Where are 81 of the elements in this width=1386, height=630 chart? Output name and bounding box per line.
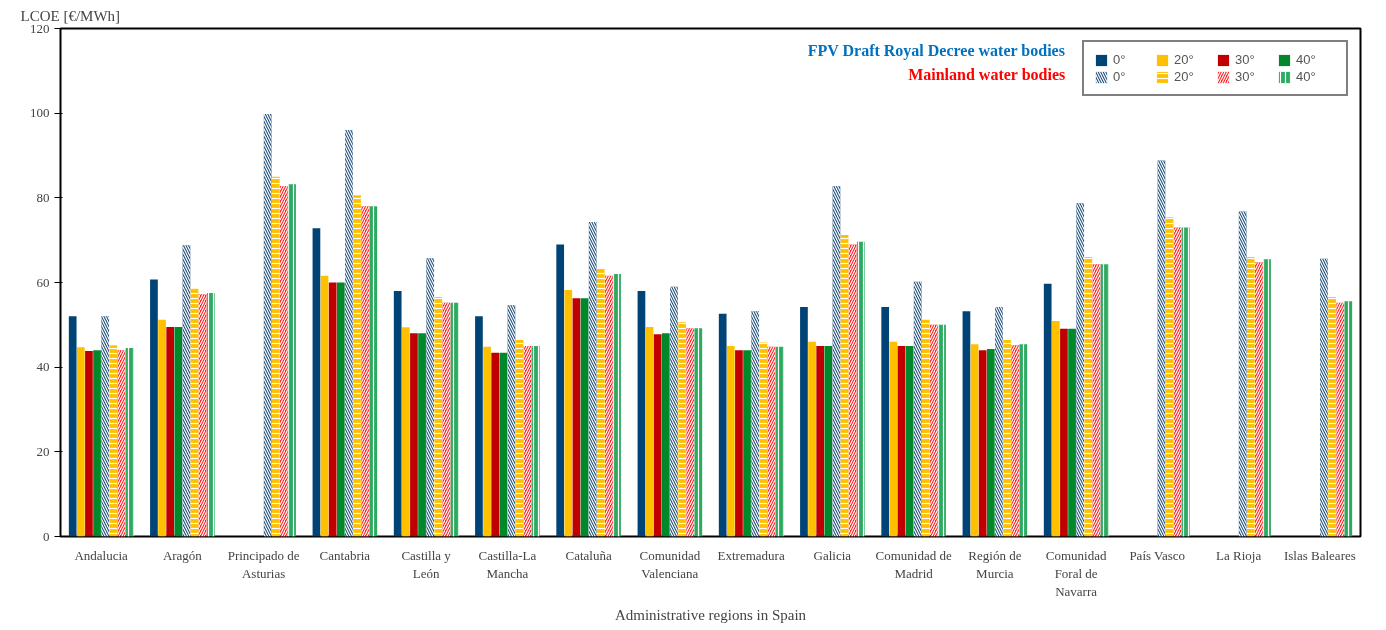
bar xyxy=(1060,328,1068,537)
bar xyxy=(661,333,670,537)
bar xyxy=(320,275,329,537)
bar xyxy=(93,350,101,537)
bar xyxy=(418,333,426,537)
legend-label: 0° xyxy=(1113,52,1127,67)
bar xyxy=(653,334,662,537)
bar xyxy=(401,327,410,537)
bar xyxy=(166,326,175,537)
legend-label: 0° xyxy=(1113,69,1127,84)
legend-label: 40° xyxy=(1296,69,1317,84)
bar xyxy=(1051,321,1060,537)
bar xyxy=(800,307,808,537)
bar xyxy=(1043,283,1052,537)
bar xyxy=(312,228,321,537)
bar xyxy=(962,311,971,537)
annotation: Mainland water bodies xyxy=(908,65,1066,83)
legend-label: 40° xyxy=(1296,52,1317,67)
x-tick-label: Castilla y León xyxy=(401,547,452,581)
x-tick-label: Andalucia xyxy=(74,547,129,563)
bar xyxy=(816,346,825,537)
bar xyxy=(718,313,727,537)
annotation: FPV Draft Royal Decree water bodies xyxy=(807,41,1065,60)
bar xyxy=(572,298,581,537)
legend-label: 20° xyxy=(1174,52,1195,67)
bar xyxy=(328,282,337,537)
bar xyxy=(491,352,500,537)
bar xyxy=(743,350,751,537)
x-tick-label: Principado de Asturias xyxy=(227,547,300,581)
bar xyxy=(499,352,508,537)
bar xyxy=(645,326,654,537)
bar xyxy=(986,348,995,537)
x-tick-label: Comunidad Foral de Navarra xyxy=(1045,547,1107,599)
y-tick-label: 20 xyxy=(36,443,50,459)
x-tick-label: Galicia xyxy=(813,547,852,563)
bar xyxy=(475,316,483,537)
legend-label: 30° xyxy=(1235,69,1256,84)
bar xyxy=(410,333,418,537)
bar xyxy=(808,341,816,537)
y-tick-label: 80 xyxy=(36,189,50,205)
bar xyxy=(393,290,402,537)
x-tick-label: Comunidad Valenciana xyxy=(639,547,701,581)
y-tick-label: 40 xyxy=(36,359,50,375)
bar xyxy=(85,351,93,537)
bar xyxy=(637,290,646,537)
bar xyxy=(1068,328,1076,537)
bar xyxy=(881,307,890,537)
bar xyxy=(970,344,979,537)
bar xyxy=(726,346,735,537)
x-tick-label: Cantabria xyxy=(319,547,371,563)
x-tick-label: País Vasco xyxy=(1129,547,1186,563)
x-tick-label: Cataluña xyxy=(565,547,612,563)
bar xyxy=(556,244,565,537)
y-tick-label: 100 xyxy=(30,105,50,121)
bar xyxy=(76,347,85,537)
bar xyxy=(564,290,573,537)
x-tick-label: Extremadura xyxy=(717,547,785,563)
x-tick-label: Islas Baleares xyxy=(1283,547,1356,563)
bar xyxy=(580,298,589,537)
x-tick-label: Castilla-La Mancha xyxy=(478,547,537,581)
x-tick-label: La Rioja xyxy=(1216,547,1262,563)
x-axis-title: Administrative regions in Spain xyxy=(614,606,807,623)
bar xyxy=(150,279,158,537)
bar xyxy=(483,346,491,537)
y-tick-label: 0 xyxy=(43,528,50,544)
bar xyxy=(905,346,914,537)
bar xyxy=(824,346,833,537)
bar xyxy=(889,341,898,537)
bar xyxy=(174,326,183,537)
bar xyxy=(158,319,166,537)
x-tick-label: Aragón xyxy=(162,547,203,563)
x-tick-label: Comunidad de Madrid xyxy=(875,547,952,581)
legend-label: 30° xyxy=(1235,52,1256,67)
bar xyxy=(336,282,345,537)
x-tick-label: Región de Murcia xyxy=(968,547,1022,581)
bar xyxy=(897,346,906,537)
y-tick-label: 60 xyxy=(36,274,50,290)
legend-label: 20° xyxy=(1174,69,1195,84)
bar xyxy=(735,350,743,537)
bar xyxy=(978,350,987,537)
bar xyxy=(68,316,77,537)
